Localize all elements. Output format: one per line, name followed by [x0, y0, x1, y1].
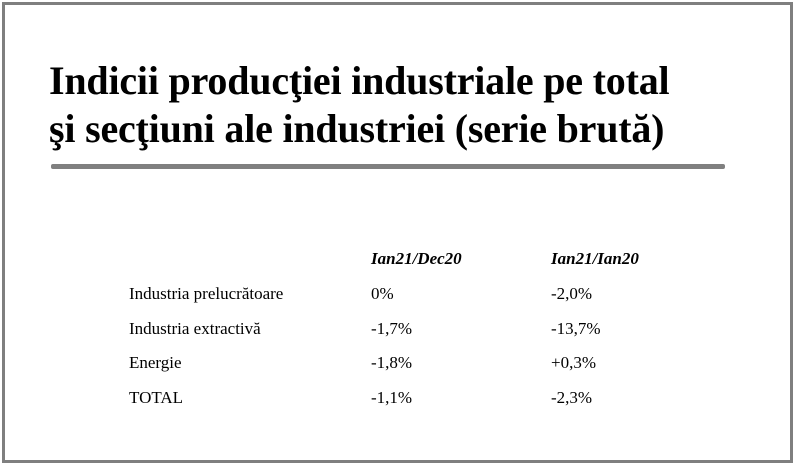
header-month-over-month: Ian21/Dec20 — [371, 249, 462, 268]
row-yoy-value: +0,3% — [551, 353, 596, 373]
title-line-2: şi secţiuni ale industriei (serie brută) — [49, 106, 665, 151]
row-label: Energie — [129, 353, 182, 373]
row-mom-value: -1,8% — [371, 353, 413, 373]
row-mom-value: 0% — [371, 284, 394, 304]
row-mom-value: -1,1% — [371, 387, 413, 407]
row-yoy-value: -2,3% — [551, 387, 593, 407]
slide-title: Indicii producţiei industriale pe total … — [49, 57, 670, 153]
table-header-row: Ian21/Dec20 Ian21/Ian20 — [123, 249, 671, 277]
production-index-table: Ian21/Dec20 Ian21/Ian20 Industria preluc… — [123, 249, 671, 415]
header-year-over-year: Ian21/Ian20 — [551, 249, 639, 268]
row-mom-value: -1,7% — [371, 318, 413, 338]
row-label: Industria prelucrătoare — [129, 284, 284, 304]
table-row: Energie -1,8% +0,3% — [123, 346, 671, 381]
title-line-1: Indicii producţiei industriale pe total — [49, 58, 670, 103]
row-yoy-value: -2,0% — [551, 284, 593, 304]
header-empty — [123, 249, 371, 277]
row-label: TOTAL — [129, 387, 184, 407]
row-yoy-value: -13,7% — [551, 318, 601, 338]
table-row: Industria extractivă -1,7% -13,7% — [123, 312, 671, 347]
table-row: TOTAL -1,1% -2,3% — [123, 381, 671, 416]
title-underline — [51, 164, 725, 169]
row-label: Industria extractivă — [129, 318, 261, 338]
table-row: Industria prelucrătoare 0% -2,0% — [123, 277, 671, 312]
